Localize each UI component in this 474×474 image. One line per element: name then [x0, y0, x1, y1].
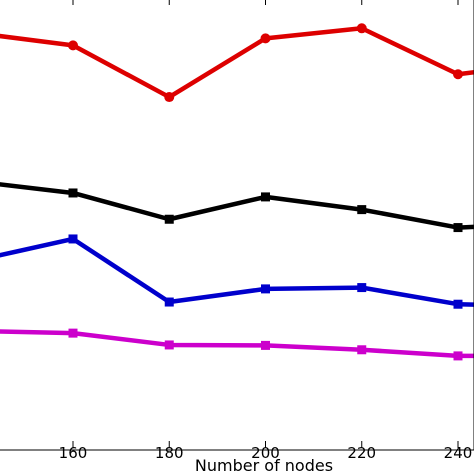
series-4-point [357, 345, 367, 355]
x-tick-label: 160 [59, 444, 88, 462]
x-tick-label: 220 [347, 444, 376, 462]
series-1-point [68, 40, 78, 51]
series-3-point [357, 283, 367, 293]
series-3 [0, 234, 474, 309]
series-1-point [260, 33, 271, 44]
series-1-point [356, 23, 367, 34]
x-tick-label: 240 [444, 444, 473, 462]
series-3-line [0, 236, 474, 307]
plot-frame [0, 0, 474, 451]
series-4 [0, 328, 474, 361]
series-1-line [0, 26, 474, 100]
series-layer [0, 23, 474, 361]
x-tick-label: 200 [251, 444, 280, 462]
series-2-point [164, 214, 174, 224]
x-axis-title: Number of nodes [195, 456, 333, 474]
series-4-point [68, 328, 78, 338]
series-3-point [68, 234, 78, 244]
series-1-point [453, 69, 463, 80]
x-tick-label: 180 [155, 444, 184, 462]
series-2-point [68, 188, 78, 198]
x-axis-ticks: 160 180 200 220 240 [59, 0, 473, 462]
series-3-point [261, 284, 270, 294]
series-3-point [164, 297, 174, 307]
series-2-point [261, 192, 270, 202]
series-1-point [164, 92, 175, 103]
series-4-point [453, 351, 463, 361]
series-1 [0, 23, 474, 103]
series-3-point [453, 299, 463, 309]
series-4-point [164, 340, 174, 350]
series-2 [0, 182, 474, 233]
series-2-point [453, 223, 463, 233]
series-2-point [357, 205, 367, 215]
series-4-point [261, 340, 270, 350]
